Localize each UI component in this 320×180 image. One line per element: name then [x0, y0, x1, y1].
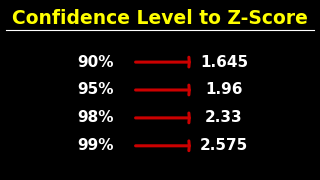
Text: Confidence Level to Z-Score: Confidence Level to Z-Score — [12, 9, 308, 28]
Text: 90%: 90% — [78, 55, 114, 70]
Text: 98%: 98% — [78, 110, 114, 125]
Text: 95%: 95% — [78, 82, 114, 98]
Text: 99%: 99% — [78, 138, 114, 153]
Text: 2.575: 2.575 — [200, 138, 248, 153]
Text: 2.33: 2.33 — [205, 110, 243, 125]
Text: 1.645: 1.645 — [200, 55, 248, 70]
Text: 1.96: 1.96 — [205, 82, 243, 98]
